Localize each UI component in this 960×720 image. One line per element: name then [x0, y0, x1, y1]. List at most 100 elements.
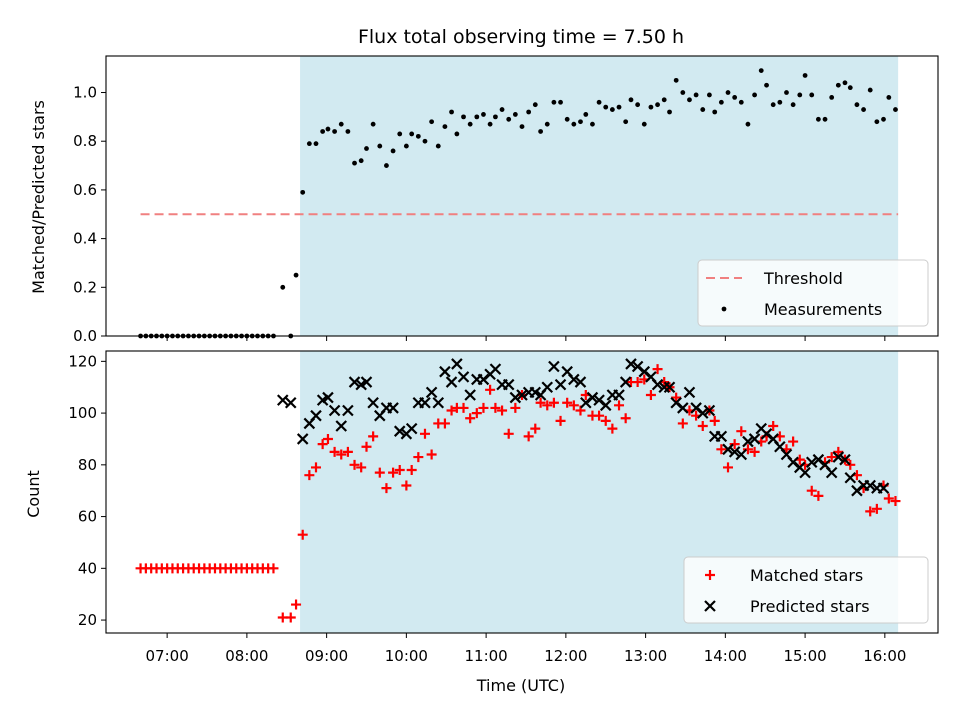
measurement-point — [435, 143, 441, 149]
measurement-point — [623, 119, 629, 125]
predicted-star-point — [703, 404, 716, 417]
matched-star-point — [652, 364, 663, 375]
matched-star-point — [845, 459, 856, 470]
matched-star-point — [446, 405, 457, 416]
matched-star-point — [709, 415, 720, 426]
matched-star-point — [497, 405, 508, 416]
matched-star-point — [490, 402, 501, 413]
matched-star-point — [510, 402, 521, 413]
measurement-point — [364, 146, 369, 151]
measurement-point — [784, 90, 789, 95]
measurement-point — [886, 94, 892, 100]
measurement-point — [738, 99, 744, 105]
axes-frame — [105, 350, 939, 634]
y-tick-label: 1.0 — [73, 84, 97, 102]
measurement-point — [442, 124, 448, 130]
matched-star-point — [548, 397, 559, 408]
measurement-point — [655, 102, 660, 108]
matched-star-point — [465, 413, 476, 424]
matched-star-point — [458, 402, 469, 413]
matched-star-point — [349, 459, 360, 470]
predicted-star-point — [393, 425, 406, 437]
matched-star-point — [413, 452, 424, 463]
measurement-point — [493, 114, 498, 120]
predicted-star-point — [844, 471, 857, 484]
x-tick-label: 15:00 — [783, 647, 826, 665]
measurement-point — [325, 126, 331, 132]
x-tick-label: 07:00 — [146, 647, 189, 665]
predicted-star-point — [805, 456, 818, 469]
measurement-point — [700, 107, 706, 112]
predicted-star-point — [742, 435, 754, 448]
x-tick-label: 16:00 — [863, 647, 906, 665]
measurement-point — [770, 102, 776, 108]
measurement-point — [673, 77, 679, 83]
predicted-star-point — [310, 409, 322, 422]
predicted-star-point — [432, 396, 445, 409]
measurement-point — [571, 121, 577, 127]
y-tick-label: 100 — [68, 404, 97, 422]
measurement-point — [635, 102, 641, 108]
matched-star-point — [388, 467, 399, 478]
legend-box — [683, 556, 929, 624]
measurement-point — [578, 119, 583, 125]
matched-star-point — [535, 397, 546, 408]
matched-star-point — [523, 431, 534, 442]
predicted-star-point — [284, 396, 297, 409]
matched-star-point — [716, 444, 727, 455]
matched-star-point — [394, 465, 405, 476]
predicted-star-point — [728, 446, 741, 458]
measurement-point — [377, 143, 383, 149]
measurement-point — [641, 121, 647, 127]
matched-star-point — [742, 444, 753, 455]
predicted-star-point — [387, 402, 399, 414]
matched-star-point — [336, 449, 347, 460]
measurement-point — [467, 121, 473, 127]
axes-frame — [105, 55, 939, 337]
legend: Threshold Measurements — [697, 259, 929, 327]
matched-star-point — [555, 415, 566, 426]
predicted-star-point — [735, 448, 748, 461]
predicted-star-point — [748, 433, 761, 445]
measurement-point — [590, 121, 595, 127]
matched-star-point — [768, 421, 779, 432]
y-tick-label: 0.8 — [73, 132, 97, 150]
measurement-point — [661, 97, 667, 103]
matched-star-point — [426, 449, 437, 460]
matched-star-point — [419, 428, 430, 439]
predicted-star-point — [367, 396, 379, 409]
matched-star-point — [729, 439, 740, 450]
measurement-point — [596, 99, 602, 105]
matched-star-point — [562, 397, 573, 408]
predicted-star-point — [328, 404, 341, 417]
matched-star-point — [806, 485, 817, 496]
measurement-point — [474, 114, 480, 120]
measurement-point — [777, 99, 783, 105]
matched-star-point — [329, 446, 340, 457]
measurement-point — [415, 133, 421, 139]
measurement-point — [345, 129, 351, 134]
measurement-point — [790, 102, 796, 108]
measurement-point — [752, 92, 757, 98]
measurement-point — [802, 73, 808, 78]
y-tick-label: 20 — [78, 611, 97, 629]
measurement-point — [506, 116, 512, 122]
matched-star-point — [594, 410, 605, 421]
measurement-point — [667, 109, 672, 115]
predicted-star-point — [715, 430, 728, 443]
matched-star-point — [401, 480, 412, 491]
matched-star-point — [883, 493, 894, 504]
predicted-star-point — [451, 358, 463, 370]
measurement-point — [847, 85, 853, 91]
measurement-point — [384, 163, 389, 168]
matched-star-point — [833, 446, 844, 457]
measurement-point — [499, 107, 505, 112]
predicted-star-point — [599, 399, 612, 412]
measurement-point — [603, 104, 609, 110]
predicted-star-point — [516, 389, 528, 401]
measurement-point — [835, 82, 841, 88]
measurement-point — [693, 92, 699, 98]
predicted-star-point — [425, 386, 438, 399]
predicted-star-point — [489, 363, 502, 375]
